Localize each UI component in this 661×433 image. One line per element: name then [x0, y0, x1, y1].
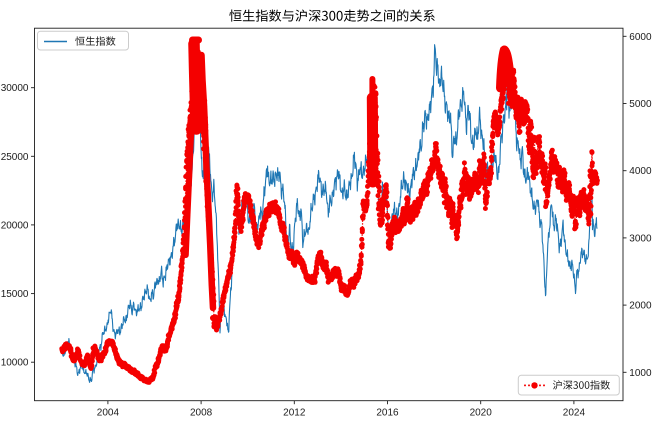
svg-text:6000: 6000 [629, 32, 652, 43]
svg-text:5000: 5000 [629, 99, 652, 110]
svg-text:2020: 2020 [470, 408, 493, 419]
svg-text:15000: 15000 [1, 289, 29, 300]
svg-text:30000: 30000 [1, 83, 29, 94]
svg-text:25000: 25000 [1, 152, 29, 163]
svg-text:2008: 2008 [190, 408, 213, 419]
svg-text:2000: 2000 [629, 301, 652, 312]
svg-text:3000: 3000 [629, 233, 652, 244]
svg-text:2004: 2004 [97, 408, 120, 419]
svg-text:2024: 2024 [563, 408, 586, 419]
svg-text:4000: 4000 [629, 166, 652, 177]
svg-text:2012: 2012 [283, 408, 306, 419]
svg-text:2016: 2016 [376, 408, 399, 419]
svg-text:20000: 20000 [1, 220, 29, 231]
svg-text:1000: 1000 [629, 368, 652, 379]
svg-text:10000: 10000 [1, 358, 29, 369]
